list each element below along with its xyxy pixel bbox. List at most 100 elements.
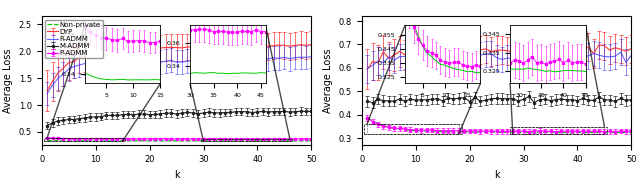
Non-private (401, 129, 409, 131)
Non-private (364, 116, 371, 118)
Non-private (504, 131, 511, 133)
Non-private (253, 140, 261, 142)
Non-private (471, 131, 479, 133)
Non-private (86, 140, 94, 142)
Non-private (433, 130, 441, 132)
Non-private (520, 131, 527, 133)
Non-private (200, 140, 207, 142)
Non-private (102, 140, 110, 142)
Non-private (531, 131, 538, 133)
Bar (365, 124, 461, 134)
Non-private (259, 140, 267, 142)
Bar (513, 127, 604, 134)
Non-private (568, 131, 576, 134)
Non-private (162, 140, 170, 142)
Non-private (167, 140, 175, 142)
Non-private (374, 123, 382, 125)
Non-private (584, 131, 592, 134)
Non-private (536, 131, 543, 133)
Non-private (406, 129, 414, 132)
Non-private (54, 140, 61, 142)
Y-axis label: Average Loss: Average Loss (3, 49, 13, 113)
Non-private (97, 140, 105, 142)
Non-private (297, 140, 305, 142)
Non-private (498, 131, 506, 133)
Non-private (286, 140, 294, 142)
Non-private (173, 140, 180, 142)
Non-private (595, 131, 603, 134)
Non-private (390, 127, 398, 130)
Non-private (221, 140, 229, 142)
Non-private (547, 131, 554, 134)
Non-private (113, 140, 121, 142)
Non-private (509, 131, 516, 133)
Non-private (380, 124, 387, 127)
Non-private (232, 140, 240, 142)
Non-private (369, 120, 376, 122)
Line: Non-private: Non-private (367, 117, 632, 133)
Non-private (44, 139, 51, 142)
Non-private (129, 140, 137, 142)
Non-private (428, 130, 436, 132)
Non-private (157, 140, 164, 142)
Non-private (417, 130, 425, 132)
Non-private (385, 126, 392, 128)
Non-private (590, 131, 598, 134)
Non-private (92, 140, 99, 142)
Non-private (606, 131, 614, 134)
Non-private (307, 140, 315, 142)
Bar (510, 127, 607, 134)
Non-private (135, 140, 143, 142)
Non-private (264, 140, 272, 142)
Non-private (211, 140, 218, 142)
Non-private (493, 131, 500, 133)
Non-private (600, 132, 608, 134)
Bar (367, 124, 459, 134)
Non-private (573, 131, 581, 134)
Non-private (280, 140, 288, 142)
Non-private (151, 140, 159, 142)
X-axis label: k: k (173, 170, 179, 180)
Non-private (189, 140, 196, 142)
Non-private (450, 131, 458, 133)
Non-private (444, 130, 452, 133)
Non-private (455, 131, 463, 133)
Non-private (466, 131, 474, 133)
Non-private (275, 140, 283, 142)
Non-private (422, 130, 430, 132)
Non-private (205, 140, 212, 142)
Non-private (76, 140, 83, 142)
Non-private (184, 140, 191, 142)
Non-private (108, 140, 116, 142)
Non-private (178, 140, 186, 142)
Non-private (412, 129, 420, 132)
Bar (44, 138, 125, 141)
Non-private (552, 131, 560, 134)
Non-private (124, 140, 132, 142)
Non-private (477, 131, 484, 133)
Non-private (140, 140, 148, 142)
Non-private (557, 131, 565, 134)
Non-private (628, 132, 636, 134)
Non-private (243, 140, 250, 142)
Bar (47, 138, 123, 141)
Non-private (396, 128, 403, 130)
Non-private (541, 131, 549, 133)
Non-private (579, 131, 587, 134)
Non-private (119, 140, 127, 142)
Non-private (563, 132, 570, 134)
Bar (204, 139, 290, 141)
Bar (201, 139, 292, 141)
Non-private (460, 131, 468, 133)
Non-private (65, 140, 72, 142)
Non-private (291, 140, 299, 142)
Non-private (482, 131, 490, 133)
Non-private (525, 131, 533, 133)
Y-axis label: Average Loss: Average Loss (323, 49, 333, 113)
Non-private (81, 140, 89, 142)
X-axis label: k: k (494, 170, 499, 180)
Non-private (70, 140, 78, 142)
Non-private (488, 131, 495, 133)
Non-private (216, 140, 223, 142)
Non-private (270, 140, 278, 142)
